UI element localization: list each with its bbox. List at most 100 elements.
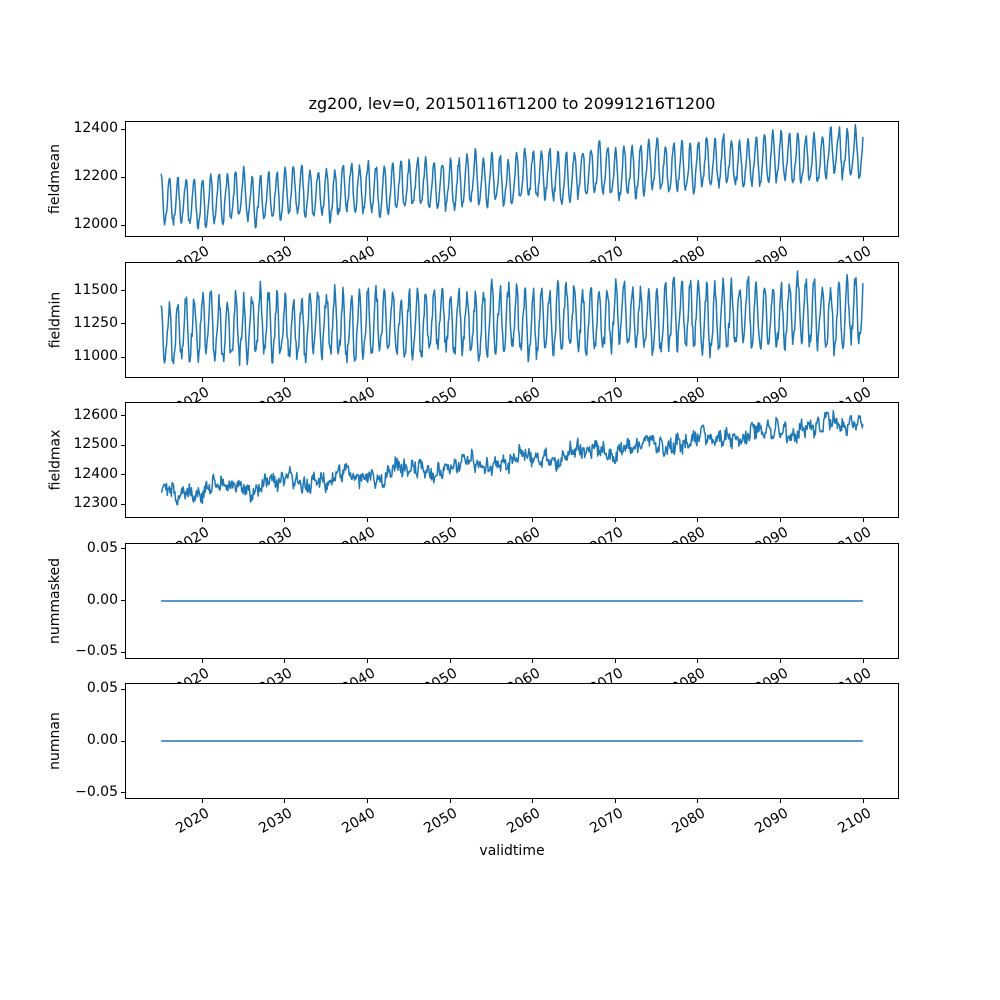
y-tick bbox=[121, 415, 125, 417]
y-tick-label: 0.00 bbox=[86, 732, 118, 748]
y-tick-label: 12200 bbox=[73, 168, 118, 185]
x-tick-label: 2040 bbox=[339, 805, 378, 837]
plot-area-fieldmin bbox=[160, 269, 864, 366]
x-tick bbox=[780, 237, 782, 241]
plot-area-fieldmax bbox=[160, 410, 864, 506]
x-tick bbox=[201, 799, 203, 803]
y-axis-title-text: numnan bbox=[47, 712, 63, 770]
y-tick-label: 12400 bbox=[73, 465, 118, 482]
x-tick-label: 2050 bbox=[421, 805, 461, 837]
y-tick-label: −0.05 bbox=[75, 783, 118, 800]
y-tick-label: 12000 bbox=[73, 216, 118, 233]
x-tick-label: 2090 bbox=[752, 805, 792, 837]
x-tick bbox=[780, 377, 782, 382]
y-axis-title-numnan: numnan bbox=[40, 683, 70, 799]
x-tick bbox=[614, 658, 616, 663]
y-tick bbox=[121, 503, 125, 505]
y-tick-label: 11000 bbox=[73, 348, 118, 365]
x-tick bbox=[862, 518, 864, 522]
x-axis-title: validtime bbox=[479, 843, 545, 859]
y-tick bbox=[121, 792, 125, 794]
x-tick bbox=[862, 237, 864, 241]
x-tick bbox=[862, 799, 864, 803]
y-tick bbox=[121, 548, 125, 550]
y-tick bbox=[121, 356, 125, 358]
x-tick bbox=[614, 518, 616, 522]
x-tick bbox=[366, 518, 368, 522]
x-tick bbox=[449, 518, 451, 522]
x-tick-label: 2060 bbox=[504, 805, 544, 837]
y-tick bbox=[121, 128, 125, 130]
x-tick-label: 2080 bbox=[669, 805, 709, 837]
x-tick-label: 2020 bbox=[173, 805, 213, 837]
x-tick bbox=[201, 377, 203, 382]
y-tick bbox=[121, 651, 125, 653]
x-tick bbox=[284, 377, 286, 382]
x-tick bbox=[614, 799, 616, 803]
axes-box-fieldmean bbox=[125, 121, 899, 237]
y-tick-label: 0.05 bbox=[86, 680, 118, 697]
y-tick bbox=[121, 290, 125, 292]
x-tick bbox=[780, 518, 782, 522]
y-tick bbox=[121, 688, 125, 690]
x-tick bbox=[614, 377, 616, 382]
series-line-fieldmax bbox=[160, 410, 864, 506]
chart-title: zg200, lev=0, 20150116T1200 to 20991216T… bbox=[308, 94, 716, 113]
x-tick-label: 2070 bbox=[586, 805, 626, 837]
y-tick bbox=[121, 740, 125, 742]
x-tick bbox=[201, 237, 203, 241]
x-tick bbox=[284, 799, 286, 803]
x-tick bbox=[366, 658, 368, 663]
x-tick bbox=[366, 237, 368, 241]
x-tick bbox=[780, 799, 782, 803]
plot-area-nummasked bbox=[161, 599, 863, 602]
x-tick bbox=[697, 377, 699, 382]
x-tick-label: 2100 bbox=[834, 805, 874, 837]
x-tick bbox=[449, 377, 451, 382]
x-tick-label: 2030 bbox=[256, 805, 296, 837]
y-tick-label: 0.05 bbox=[86, 539, 118, 556]
x-tick bbox=[201, 518, 203, 522]
axes-box-fieldmin bbox=[125, 261, 899, 378]
y-tick-label: −0.05 bbox=[75, 643, 118, 660]
plot-area-fieldmean bbox=[160, 124, 864, 230]
y-tick bbox=[121, 323, 125, 325]
x-tick bbox=[532, 518, 534, 522]
y-tick-label: 12300 bbox=[73, 495, 118, 512]
y-tick-label: 12500 bbox=[73, 436, 118, 453]
x-tick bbox=[449, 658, 451, 663]
x-tick bbox=[697, 658, 699, 663]
x-tick bbox=[449, 237, 451, 241]
y-tick bbox=[121, 224, 125, 226]
plot-area-numnan bbox=[161, 740, 863, 742]
x-tick bbox=[780, 658, 782, 663]
x-tick bbox=[697, 799, 699, 803]
x-tick bbox=[284, 518, 286, 522]
x-tick bbox=[532, 799, 534, 803]
x-tick bbox=[862, 377, 864, 382]
x-tick bbox=[532, 377, 534, 382]
y-tick-label: 0.00 bbox=[86, 591, 118, 608]
y-tick bbox=[121, 176, 125, 178]
series-line-fieldmin bbox=[160, 269, 864, 366]
x-tick bbox=[284, 658, 286, 663]
x-tick bbox=[284, 237, 286, 241]
axes-box-nummasked bbox=[125, 542, 899, 659]
x-tick bbox=[366, 377, 368, 382]
x-tick bbox=[532, 237, 534, 241]
axes-box-fieldmax bbox=[125, 402, 899, 518]
x-tick bbox=[614, 237, 616, 241]
y-tick bbox=[121, 474, 125, 476]
y-tick-label: 12400 bbox=[73, 120, 118, 137]
y-tick-label: 11500 bbox=[73, 281, 118, 298]
y-tick bbox=[121, 600, 125, 601]
x-tick bbox=[697, 237, 699, 241]
x-tick bbox=[366, 799, 368, 803]
x-tick bbox=[697, 518, 699, 522]
